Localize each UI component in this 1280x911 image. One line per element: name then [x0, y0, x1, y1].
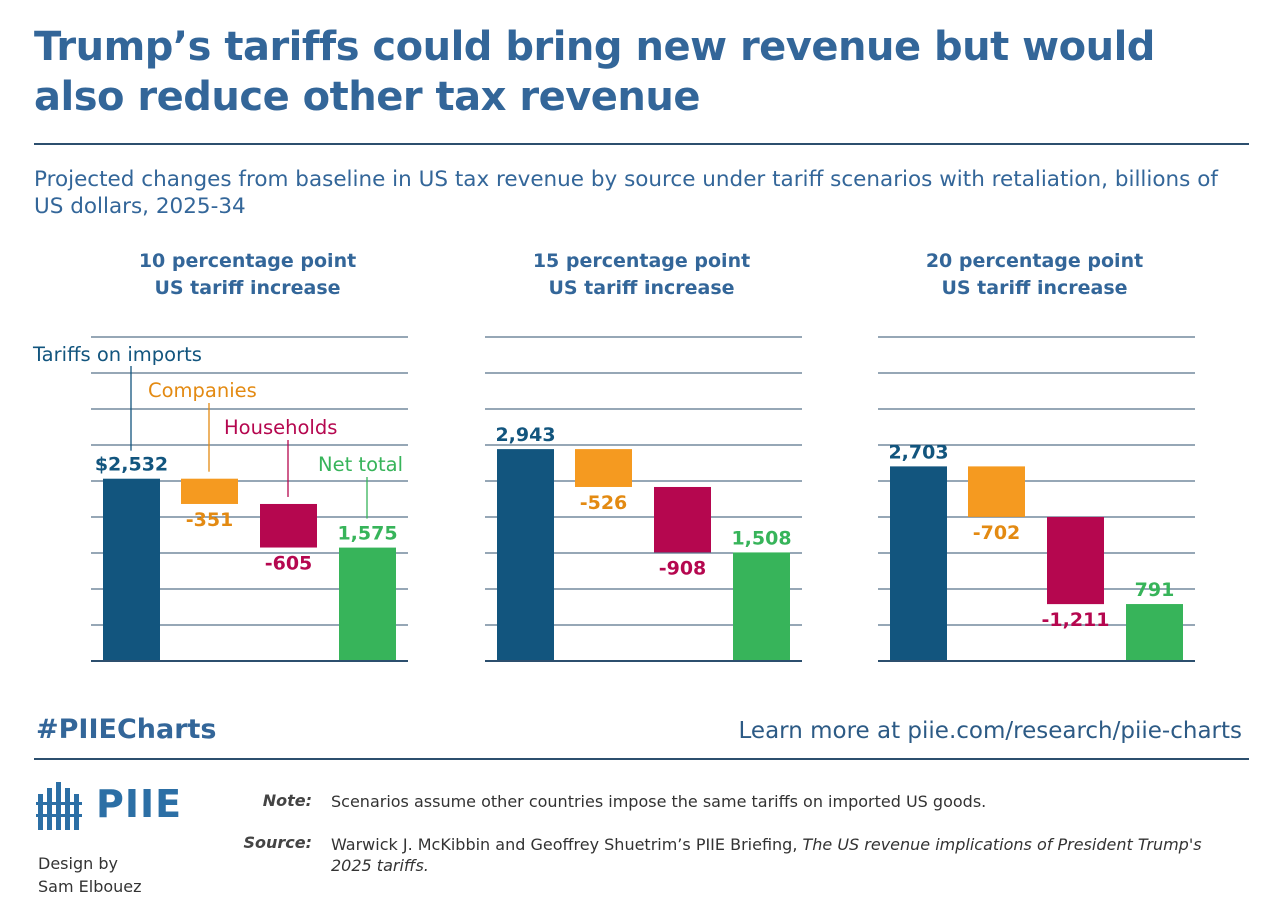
note-label: Note: [262, 791, 312, 810]
legend-label-net: Net total [318, 453, 403, 476]
legend-label-tariffs: Tariffs on imports [32, 343, 202, 366]
chart-panel-2: 15 percentage point US tariff increase 2,9… [485, 250, 802, 662]
data-label-tariffs: $2,532 [95, 454, 168, 476]
data-label-households: -605 [265, 553, 313, 575]
panel-title-line2: US tariff increase [154, 277, 340, 299]
piie-logo-icon [36, 782, 82, 830]
data-label-tariffs: 2,703 [888, 441, 948, 463]
source-text: Warwick J. McKibbin and Geoffrey Shuetri… [331, 834, 1221, 876]
chart-subtitle: Projected changes from baseline in US ta… [34, 167, 1218, 219]
note-text: Scenarios assume other countries impose … [331, 792, 987, 811]
bar-tariffs [497, 449, 554, 661]
waterfall-charts: 10 percentage point US tariff increase $2,… [32, 250, 1195, 662]
source-text-plain: Warwick J. McKibbin and Geoffrey Shuetri… [331, 835, 803, 854]
logo-wordmark: PIIE [96, 782, 183, 826]
bar-tariffs [890, 466, 947, 661]
data-label-companies: -351 [186, 509, 234, 531]
panel-title-line2: US tariff increase [548, 277, 734, 299]
legend-label-companies: Companies [148, 379, 257, 402]
data-label-households: -1,211 [1042, 609, 1110, 631]
panel-title-line1: 20 percentage point [926, 250, 1143, 272]
data-label-net: 1,575 [337, 523, 397, 545]
source-label: Source: [243, 833, 312, 852]
credit-line-2: Sam Elbouez [38, 877, 142, 896]
panel-title-line1: 10 percentage point [139, 250, 356, 272]
bar-companies [968, 466, 1025, 517]
footer-divider [34, 758, 1249, 760]
bar-households [654, 486, 711, 553]
data-label-households: -908 [659, 557, 707, 579]
title-divider [34, 143, 1249, 145]
bar-companies [575, 449, 632, 487]
data-label-net: 791 [1135, 579, 1175, 601]
bar-households [1047, 516, 1104, 605]
chart-panel-1: 10 percentage point US tariff increase $2,… [32, 250, 408, 662]
bar-net [1126, 604, 1183, 661]
panel-title-line1: 15 percentage point [533, 250, 750, 272]
credit-line-1: Design by [38, 854, 118, 873]
hashtag: #PIIECharts [36, 714, 217, 745]
bar-companies [181, 478, 238, 504]
data-label-companies: -526 [580, 492, 628, 514]
bar-net [339, 547, 396, 661]
learn-more-link[interactable]: Learn more at piie.com/research/piie-cha… [738, 718, 1242, 744]
bar-households [260, 503, 317, 548]
data-label-net: 1,508 [731, 527, 791, 549]
data-label-tariffs: 2,943 [495, 424, 555, 446]
panel-title-line2: US tariff increase [941, 277, 1127, 299]
design-credit: Design by Sam Elbouez [38, 852, 142, 898]
legend-label-households: Households [224, 416, 337, 439]
chart-panel-3: 20 percentage point US tariff increase 2,7… [878, 250, 1195, 662]
source-text-italic: The US revenue implications of President… [331, 835, 1202, 875]
chart-title: Trump’s tariffs could bring new revenue … [34, 24, 1155, 120]
bar-tariffs [103, 478, 160, 661]
data-label-companies: -702 [973, 522, 1021, 544]
bar-net [733, 552, 790, 661]
